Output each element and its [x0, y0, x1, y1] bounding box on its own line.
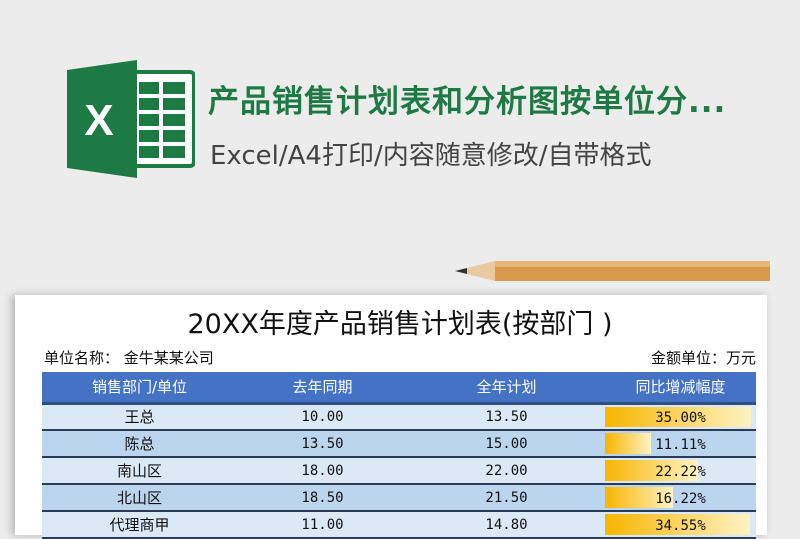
currency-unit: 金额单位：万元 [650, 349, 756, 367]
growth-data-bar [605, 487, 673, 508]
cell-growth: 16.22% [605, 484, 756, 512]
table-row: 陈总 13.50 15.00 11.11% [42, 430, 756, 458]
growth-data-bar [605, 406, 752, 427]
cell-plan: 13.50 [408, 403, 605, 431]
cell-last-year: 11.00 [237, 511, 408, 539]
cell-last-year: 18.00 [237, 457, 408, 485]
svg-text:X: X [84, 96, 113, 145]
banner-subtitle: Excel/A4打印/内容随意修改/自带格式 [210, 141, 652, 171]
cell-department: 陈总 [42, 430, 237, 458]
cell-growth: 34.55% [605, 511, 756, 539]
unit-name: 单位名称： 金牛某某公司 [44, 349, 214, 367]
table-header: 销售部门/单位 去年同期 全年计划 同比增减幅度 [42, 372, 756, 405]
table-row: 代理商甲 11.00 14.80 34.55% [42, 511, 756, 539]
table-row: 南山区 18.00 22.00 22.22% [42, 457, 756, 485]
cell-department: 北山区 [42, 484, 237, 512]
sales-plan-table: 销售部门/单位 去年同期 全年计划 同比增减幅度 王总 10.00 13.50 … [42, 372, 756, 539]
col-header-growth: 同比增减幅度 [605, 372, 756, 405]
cell-department: 代理商甲 [42, 511, 237, 539]
col-header-plan: 全年计划 [408, 372, 605, 405]
banner-title: 产品销售计划表和分析图按单位分... [208, 84, 727, 120]
cell-growth: 11.11% [605, 430, 756, 458]
cell-last-year: 10.00 [237, 403, 408, 431]
pencil-icon [455, 261, 770, 281]
cell-plan: 22.00 [408, 457, 605, 485]
growth-data-bar [605, 460, 698, 481]
col-header-department: 销售部门/单位 [42, 372, 237, 405]
excel-logo-icon: X [67, 60, 195, 178]
cell-growth: 22.22% [605, 457, 756, 485]
cell-plan: 14.80 [408, 511, 605, 539]
document-title: 20XX年度产品销售计划表(按部门 ) [187, 309, 613, 340]
growth-data-bar [605, 433, 652, 454]
table-row: 王总 10.00 13.50 35.00% [42, 403, 756, 431]
cell-last-year: 13.50 [237, 430, 408, 458]
cell-growth: 35.00% [605, 403, 756, 431]
cell-department: 南山区 [42, 457, 237, 485]
cell-department: 王总 [42, 403, 237, 431]
table-row: 北山区 18.50 21.50 16.22% [42, 484, 756, 512]
cell-plan: 21.50 [408, 484, 605, 512]
cell-last-year: 18.50 [237, 484, 408, 512]
cell-plan: 15.00 [408, 430, 605, 458]
col-header-last-year: 去年同期 [237, 372, 408, 405]
